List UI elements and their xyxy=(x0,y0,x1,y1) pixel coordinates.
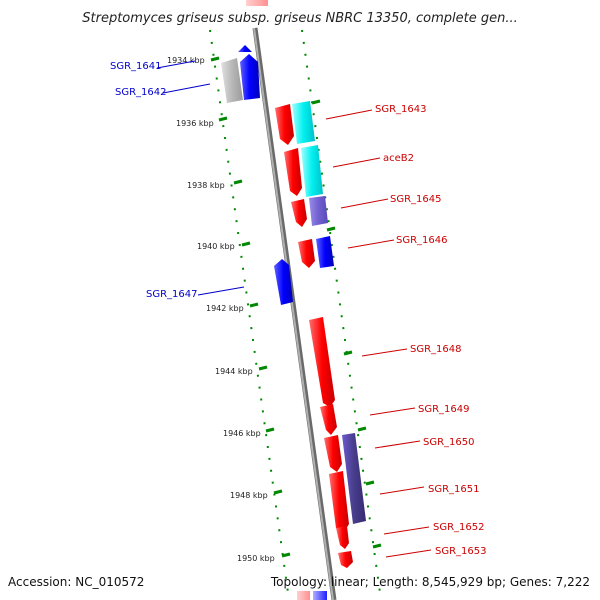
gene-sgr-1646[interactable] xyxy=(298,239,315,268)
gene-sgr-1645-homolog[interactable] xyxy=(309,196,328,226)
kbp-label: 1950 kbp xyxy=(237,554,275,563)
gene-sgr-1641[interactable] xyxy=(238,45,252,52)
accession-text: Accession: NC_010572 xyxy=(8,575,144,589)
gene-label-sgr-1652[interactable]: SGR_1652 xyxy=(433,522,485,533)
kbp-label: 1938 kbp xyxy=(187,181,225,190)
gene-label-sgr-1642[interactable]: SGR_1642 xyxy=(115,87,167,98)
chromosome-backbone xyxy=(252,27,337,600)
kbp-label: 1948 kbp xyxy=(230,491,268,500)
gene-sgr-1643-homolog[interactable] xyxy=(292,101,315,144)
gene-sgr-1650[interactable] xyxy=(324,435,342,472)
label-leaders xyxy=(156,60,432,558)
gene-label-sgr-1653[interactable]: SGR_1653 xyxy=(435,546,487,557)
gene-label-sgr-1645[interactable]: SGR_1645 xyxy=(390,194,442,205)
gene-sgr-1650-homolog[interactable] xyxy=(342,433,366,524)
gene-sgr-1652[interactable] xyxy=(336,526,349,549)
kbp-label: 1936 kbp xyxy=(176,119,214,128)
gene-aceb2-homolog[interactable] xyxy=(301,145,323,197)
scale-ticks xyxy=(210,56,382,558)
gene-sgr-1653[interactable] xyxy=(338,551,353,568)
kbp-label: 1942 kbp xyxy=(206,304,244,313)
genome-summary-text: Topology: linear; Length: 8,545,929 bp; … xyxy=(270,575,590,589)
gene-sgr-1642[interactable] xyxy=(240,54,260,100)
gene-aceb2[interactable] xyxy=(284,148,302,196)
gene-label-sgr-1646[interactable]: SGR_1646 xyxy=(396,235,448,246)
gene-sgr-1643[interactable] xyxy=(275,104,294,145)
gene-sgr-1645[interactable] xyxy=(291,199,307,227)
gene-label-sgr-1648[interactable]: SGR_1648 xyxy=(410,344,462,355)
gene-label-sgr-1643[interactable]: SGR_1643 xyxy=(375,104,427,115)
gene-label-sgr-1649[interactable]: SGR_1649 xyxy=(418,404,470,415)
gene-label-sgr-1650[interactable]: SGR_1650 xyxy=(423,437,475,448)
gene-sgr-1648[interactable] xyxy=(309,317,335,407)
edge-features xyxy=(246,0,327,600)
gene-label-sgr-1647[interactable]: SGR_1647 xyxy=(146,289,198,300)
gene-sgr-1647[interactable] xyxy=(274,259,293,305)
gene-sgr-1649[interactable] xyxy=(320,404,337,435)
gene-sgr-1641-homolog[interactable] xyxy=(221,58,243,103)
kbp-label: 1944 kbp xyxy=(215,367,253,376)
gene-sgr-1646b[interactable] xyxy=(316,236,334,268)
gene-label-sgr-1641[interactable]: SGR_1641 xyxy=(110,61,162,72)
kbp-label: 1934 kbp xyxy=(167,56,205,65)
kbp-label: 1946 kbp xyxy=(223,429,261,438)
kbp-label: 1940 kbp xyxy=(197,242,235,251)
gene-label-aceb2[interactable]: aceB2 xyxy=(383,153,414,164)
gene-sgr-1651[interactable] xyxy=(329,471,349,532)
gene-label-sgr-1651[interactable]: SGR_1651 xyxy=(428,484,480,495)
map-title: Streptomyces griseus subsp. griseus NBRC… xyxy=(82,11,517,26)
